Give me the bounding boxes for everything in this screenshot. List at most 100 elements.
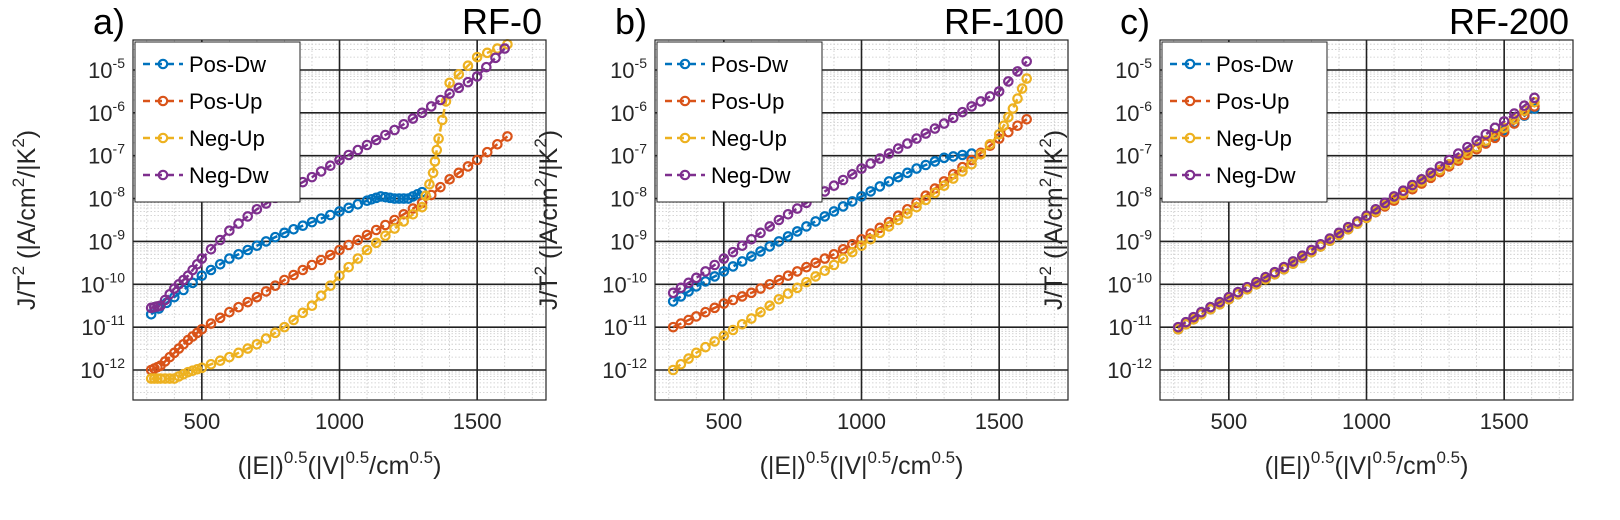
data-point [1205,301,1216,313]
data-point [352,253,364,264]
series-line [151,43,508,380]
data-point [727,294,739,306]
data-point [690,272,702,284]
data-point [755,306,766,318]
y-tick-label: 10-11 [81,312,125,340]
data-point [746,313,757,324]
data-point [481,47,493,59]
data-point [481,146,493,158]
data-point [1443,154,1455,166]
data-point [828,248,840,260]
data-point [1480,128,1492,140]
legend-swatch-marker [679,58,691,70]
data-point [1007,103,1019,114]
data-point [1342,221,1354,233]
data-point [1434,161,1446,172]
legend-entry: Pos-Up [711,89,784,114]
data-point [233,248,244,260]
data-point [1333,227,1345,239]
data-point [205,318,217,329]
data-point [683,277,694,289]
data-point [902,208,913,219]
y-tick-label: 10-8 [88,184,125,212]
legend-swatch-marker [157,58,169,70]
legend-entry: Neg-Dw [1216,163,1296,188]
data-point [269,231,281,243]
data-point [380,219,391,231]
legend-swatch-marker [679,169,691,181]
data-point [269,327,281,339]
y-tick-label: 10-7 [88,141,125,169]
data-point [224,253,235,264]
data-point [902,138,913,149]
data-point [791,226,803,237]
data-point [251,240,263,252]
data-point [352,198,364,210]
data-point [251,203,263,215]
legend-swatch-marker [1184,132,1196,144]
data-point [727,324,739,336]
data-point [462,60,474,72]
data-point [736,240,748,252]
data-point [782,288,794,299]
chart-panel-1: 10-12 10-11 10-10 10-9 10-8 10-7 10-6 10-5 500 10… [9,1,547,480]
data-point [709,336,720,347]
data-point [325,160,336,172]
data-point [306,216,318,228]
x-tick-label: 1000 [315,409,364,434]
data-point [288,223,299,235]
data-point [966,158,977,170]
data-point [444,88,455,99]
data-point [343,202,354,214]
data-point [315,290,327,302]
data-point [782,270,794,282]
legend-entry: Neg-Dw [189,163,269,188]
data-point [810,271,821,282]
data-point [380,230,391,242]
series-line [150,47,506,310]
data-point [847,246,858,258]
data-point [791,266,803,277]
data-point [471,51,483,63]
data-point [352,234,364,246]
data-point [269,280,281,292]
y-tick-label: 10-6 [88,98,125,126]
data-point [462,76,474,88]
data-point [791,203,803,214]
data-point [837,253,849,264]
panel-title: RF-0 [462,1,542,42]
data-point [847,196,858,207]
data-point [929,123,941,134]
y-tick-label: 10-12 [602,355,647,383]
legend-swatch-marker [679,132,691,144]
data-point [1324,233,1336,244]
legend: Pos-Dw Pos-Up Neg-Up Neg-Dw [1161,41,1328,203]
data-point [883,176,895,187]
data-point [1223,291,1235,303]
data-point [398,216,410,227]
legend-entry: Neg-Up [1216,126,1292,151]
data-point [260,333,272,344]
data-point [764,278,776,290]
y-axis-label: J/T2 (|A/cm2/|K2) [531,130,563,310]
data-point [920,159,932,171]
data-point [435,181,446,193]
data-point [764,241,776,252]
legend-entry: Pos-Up [189,89,262,114]
data-point [233,347,244,359]
data-point [984,138,996,150]
data-point [837,201,849,212]
data-point [187,277,198,289]
data-point [718,330,730,342]
data-point [370,237,382,249]
legend: Pos-Dw Pos-Up Neg-Up Neg-Dw [134,41,301,203]
data-point [260,236,272,247]
data-point [502,131,513,142]
data-point [407,113,419,124]
data-point [1370,203,1381,215]
data-point [214,355,226,367]
x-axis-label: (|E|)0.5(|V|0.5/cm0.5) [1265,448,1469,480]
data-point [389,223,400,234]
data-point [947,173,959,184]
data-point [984,91,996,102]
